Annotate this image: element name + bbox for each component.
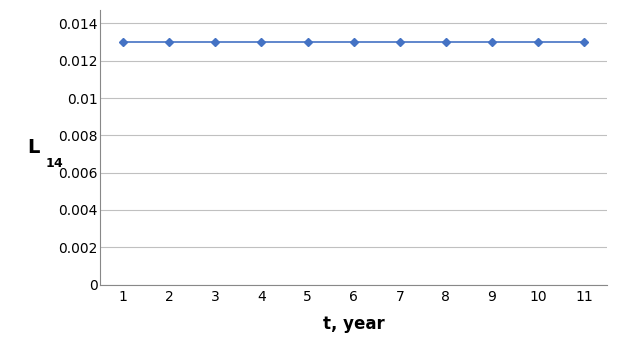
Text: $\mathbf{L}$: $\mathbf{L}$	[28, 138, 41, 157]
Text: $\mathbf{14}$: $\mathbf{14}$	[45, 158, 64, 170]
X-axis label: t, year: t, year	[323, 315, 384, 333]
